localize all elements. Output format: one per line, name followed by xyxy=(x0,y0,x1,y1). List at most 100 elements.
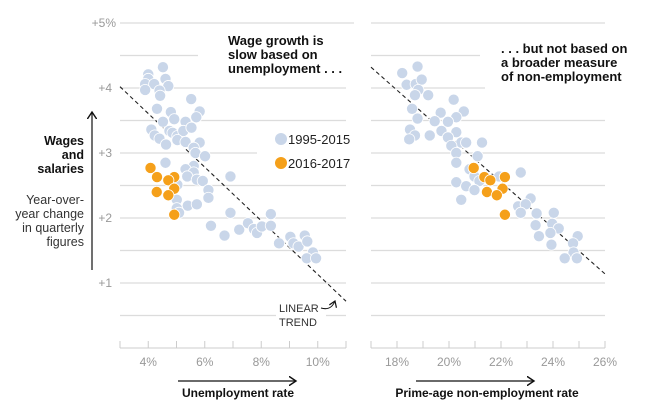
data-point-1995-2015 xyxy=(154,89,167,102)
data-point-1995-2015 xyxy=(545,238,558,251)
title-line: a broader measure xyxy=(501,55,617,70)
data-point-1995-2015 xyxy=(218,229,231,242)
data-point-2016-2017 xyxy=(498,208,511,221)
data-point-1995-2015 xyxy=(264,219,277,232)
data-point-1995-2015 xyxy=(423,129,436,142)
legend-marker-2016-2017 xyxy=(275,157,287,169)
data-point-1995-2015 xyxy=(190,111,203,124)
legend-label: 1995-2015 xyxy=(288,132,350,147)
data-point-2016-2017 xyxy=(168,208,181,221)
legend-label: 2016-2017 xyxy=(288,156,350,171)
data-point-1995-2015 xyxy=(558,252,571,265)
data-point-1995-2015 xyxy=(233,223,246,236)
linear-trend-annotation: LINEAR TREND xyxy=(276,300,335,330)
data-point-1995-2015 xyxy=(422,89,435,102)
y-axis-subtitle-line: Year-over- xyxy=(26,193,84,207)
x-tick-label: 20% xyxy=(437,355,461,369)
data-point-1995-2015 xyxy=(224,170,237,183)
data-point-1995-2015 xyxy=(468,184,481,197)
data-point-1995-2015 xyxy=(434,106,447,119)
y-axis-subtitle-line: year change xyxy=(15,207,84,221)
data-point-1995-2015 xyxy=(450,156,463,169)
data-point-2016-2017 xyxy=(150,185,163,198)
annotation-arrow xyxy=(320,301,335,310)
y-tick-label: +2 xyxy=(98,211,112,225)
x-axis-title-right: Prime-age non-employment rate xyxy=(395,386,579,400)
data-point-1995-2015 xyxy=(224,206,237,219)
x-axis-title-left: Unemployment rate xyxy=(182,386,294,400)
data-point-1995-2015 xyxy=(156,115,169,128)
y-axis-subtitle-line: figures xyxy=(46,235,84,249)
data-point-1995-2015 xyxy=(514,206,527,219)
x-tick-label: 24% xyxy=(541,355,565,369)
left-panel-title: Wage growth is slow based on unemploymen… xyxy=(228,33,342,76)
y-tick-labels: +5% +4 +3 +2 +1 xyxy=(92,16,117,290)
gridlines xyxy=(120,22,605,317)
data-point-1995-2015 xyxy=(455,193,468,206)
data-point-1995-2015 xyxy=(156,61,169,74)
data-point-2016-2017 xyxy=(162,174,175,187)
data-point-1995-2015 xyxy=(411,60,424,73)
data-point-1995-2015 xyxy=(292,240,305,253)
annotation-line: TREND xyxy=(279,317,317,329)
data-point-1995-2015 xyxy=(273,237,286,250)
data-point-1995-2015 xyxy=(159,156,172,169)
y-axis-subtitle-line: in quarterly xyxy=(22,221,85,235)
legend: 1995-2015 2016-2017 xyxy=(275,132,350,171)
data-point-1995-2015 xyxy=(204,219,217,232)
data-point-1995-2015 xyxy=(185,121,198,134)
x-tick-labels-left: 4% 6% 8% 10% xyxy=(140,355,331,369)
data-point-2016-2017 xyxy=(144,161,157,174)
title-line: . . . but not based on xyxy=(501,41,627,56)
data-point-1995-2015 xyxy=(547,206,560,219)
x-tick-label: 6% xyxy=(196,355,214,369)
data-point-1995-2015 xyxy=(139,83,152,96)
data-point-1995-2015 xyxy=(168,113,181,126)
data-point-1995-2015 xyxy=(441,115,454,128)
data-point-1995-2015 xyxy=(160,138,173,151)
data-point-1995-2015 xyxy=(151,102,164,115)
data-point-1995-2015 xyxy=(179,135,192,148)
annotation-line: LINEAR xyxy=(279,303,319,315)
data-point-1995-2015 xyxy=(460,136,473,149)
x-tick-label: 18% xyxy=(385,355,409,369)
data-point-1995-2015 xyxy=(415,73,428,86)
x-tick-label: 8% xyxy=(253,355,271,369)
data-point-1995-2015 xyxy=(532,230,545,243)
y-axis-title-line: Wages xyxy=(44,134,84,148)
data-point-2016-2017 xyxy=(490,189,503,202)
data-point-1995-2015 xyxy=(570,252,583,265)
data-point-1995-2015 xyxy=(190,198,203,211)
y-tick-label: +3 xyxy=(98,146,112,160)
data-point-1995-2015 xyxy=(406,102,419,115)
data-point-1995-2015 xyxy=(396,67,409,80)
data-point-1995-2015 xyxy=(185,93,198,106)
data-point-1995-2015 xyxy=(447,93,460,106)
data-point-1995-2015 xyxy=(196,174,209,187)
title-line: slow based on xyxy=(228,47,318,62)
linear-trend-line xyxy=(370,66,606,275)
x-tick-label: 22% xyxy=(489,355,513,369)
title-line: of non-employment xyxy=(501,69,622,84)
x-tick-labels-right: 18% 20% 22% 24% 26% xyxy=(385,355,617,369)
data-point-2016-2017 xyxy=(498,171,511,184)
x-tick-label: 10% xyxy=(306,355,330,369)
y-tick-label: +4 xyxy=(98,81,112,95)
data-point-1995-2015 xyxy=(199,150,212,163)
legend-marker-1995-2015 xyxy=(275,133,287,145)
data-point-1995-2015 xyxy=(530,207,543,220)
data-point-1995-2015 xyxy=(529,219,542,232)
data-point-1995-2015 xyxy=(476,136,489,149)
right-panel-title: . . . but not based on a broader measure… xyxy=(501,41,627,84)
x-tick-label: 26% xyxy=(593,355,617,369)
data-point-1995-2015 xyxy=(408,89,421,102)
x-tick-label: 4% xyxy=(140,355,158,369)
data-point-1995-2015 xyxy=(544,226,557,239)
title-line: unemployment . . . xyxy=(228,61,342,76)
data-points xyxy=(139,60,584,265)
data-point-1995-2015 xyxy=(301,235,314,248)
x-axes xyxy=(119,341,606,349)
data-point-2016-2017 xyxy=(151,171,164,184)
data-point-1995-2015 xyxy=(514,166,527,179)
